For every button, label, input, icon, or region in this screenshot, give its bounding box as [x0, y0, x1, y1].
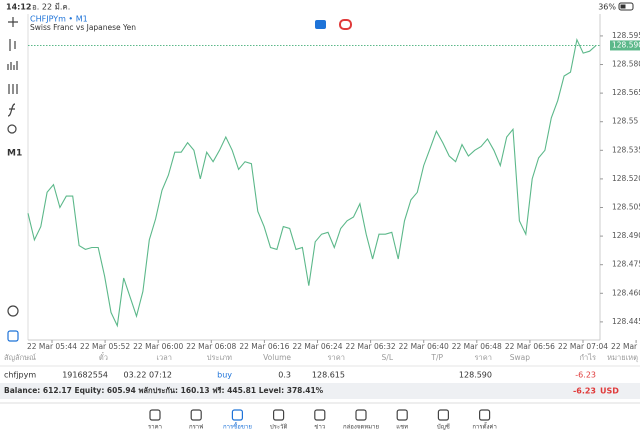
summary-profit: -6.23	[573, 387, 596, 396]
symbol-title: CHFJPYm • M1	[30, 15, 88, 24]
tab-icon[interactable]	[273, 409, 285, 421]
y-tick-label: 128.475	[612, 260, 640, 269]
y-tick-label: 128.595	[612, 31, 640, 40]
cell-time[interactable]: 03.22 07:12	[124, 371, 173, 380]
column-header: ราคา	[475, 353, 492, 362]
column-header: Swap	[510, 353, 530, 362]
tab-label[interactable]: ข่าว	[314, 424, 325, 431]
summary-text: Balance: 612.17 Equity: 605.94 พลักประกั…	[4, 386, 324, 395]
cell-profit[interactable]: -6.23	[575, 371, 596, 380]
x-tick-label: 22 Mar 06:48	[452, 342, 502, 351]
y-tick-label: 128.535	[612, 145, 640, 154]
tab-icon[interactable]	[355, 409, 367, 421]
x-tick-label: 22 Mar 07:04	[558, 342, 608, 351]
function-tool[interactable]	[7, 103, 16, 117]
x-tick-label: 22 Mar 06:40	[399, 342, 449, 351]
y-tick-label: 128.460	[612, 288, 640, 297]
y-tick-label: 128.445	[612, 317, 640, 326]
tab-icon[interactable]	[437, 409, 449, 421]
tab-label[interactable]: แชท	[396, 424, 408, 431]
tab-label[interactable]: บัญชี	[437, 423, 450, 431]
tab-label[interactable]: การตั้งค่า	[472, 421, 496, 431]
y-tick-label: 128.490	[612, 231, 640, 240]
current-price-box	[610, 40, 640, 51]
column-header: หมายเหตุ	[607, 353, 638, 362]
column-header: Volume	[263, 353, 291, 362]
summary-currency: USD	[600, 387, 619, 396]
cell-current-price[interactable]: 128.590	[459, 371, 492, 380]
tab-label[interactable]: กราฟ	[189, 424, 203, 431]
summary-bar	[0, 383, 640, 399]
y-tick-label: 128.520	[612, 174, 640, 183]
toolbar	[7, 17, 19, 342]
tab-label[interactable]: การซื้อขาย	[223, 421, 252, 431]
x-tick-label: 22 Mar 06:32	[346, 342, 396, 351]
settings-tool[interactable]	[8, 84, 18, 94]
x-tick-label: 22 Mar 06:56	[505, 342, 555, 351]
tab-label[interactable]: ราคา	[148, 424, 162, 431]
y-tick-label: 128.505	[612, 203, 640, 212]
cell-open-price[interactable]: 128.615	[312, 371, 345, 380]
tab-icon[interactable]	[479, 409, 491, 421]
tab-icon[interactable]	[149, 409, 161, 421]
one-click-icon[interactable]	[339, 19, 352, 30]
tab-icon[interactable]	[190, 409, 202, 421]
x-tick-label: 22 Mar 06:00	[133, 342, 183, 351]
symbol-subtitle: Swiss Franc vs Japanese Yen	[30, 23, 136, 32]
battery-icon	[618, 2, 634, 11]
status-date: อ. 22 มี.ค.	[32, 3, 70, 12]
tab-icon[interactable]	[314, 409, 326, 421]
tab-label[interactable]: ประวัติ	[270, 424, 288, 431]
objects-tool[interactable]	[7, 124, 17, 134]
column-header: เวลา	[156, 353, 172, 362]
column-header: สัญลักษณ์	[4, 353, 36, 362]
column-header: ราคา	[328, 353, 345, 362]
y-tick-label: 128.55	[612, 117, 638, 126]
column-header: ตั๋ว	[99, 352, 108, 362]
trade-tool[interactable]	[7, 330, 19, 342]
x-tick-label: 22 Mar 05:52	[80, 342, 130, 351]
buy-sell-icon[interactable]	[315, 20, 326, 29]
y-tick-label: 128.580	[612, 60, 640, 69]
tab-icon[interactable]	[396, 409, 408, 421]
column-header: กำไร	[579, 353, 596, 362]
zoom-tool[interactable]	[7, 305, 19, 317]
column-header: T/P	[430, 353, 443, 362]
status-time: 14:12	[6, 3, 31, 12]
chart-type-tool[interactable]	[9, 39, 16, 51]
x-tick-label: 22 Mar 05:44	[27, 342, 77, 351]
x-tick-label: 22 Mar 06:24	[292, 342, 342, 351]
cell-ticket[interactable]: 191682554	[62, 371, 108, 380]
indicators-tool[interactable]	[7, 61, 18, 70]
battery-level	[620, 4, 626, 9]
crosshair-tool[interactable]	[8, 17, 18, 27]
price-line	[27, 37, 597, 328]
column-header: S/L	[382, 353, 394, 362]
cell-volume[interactable]: 0.3	[278, 371, 291, 380]
timeframe[interactable]: M1	[7, 149, 22, 159]
y-tick-label: 128.565	[612, 88, 640, 97]
tab-label[interactable]: กล่องจดหมาย	[343, 424, 379, 431]
cell-symbol[interactable]: chfjpym	[4, 371, 36, 380]
cell-type[interactable]: buy	[217, 371, 232, 380]
column-header: ประเภท	[207, 353, 232, 362]
current-price-label: 128.590	[612, 40, 640, 49]
battery: 36%	[598, 3, 616, 12]
x-tick-label: 22 Mar 06:08	[186, 342, 236, 351]
x-tick-label: 22 Mar 06:16	[239, 342, 289, 351]
tab-icon[interactable]	[231, 409, 243, 421]
x-tick-label: 22 Mar 07:12	[611, 342, 640, 351]
